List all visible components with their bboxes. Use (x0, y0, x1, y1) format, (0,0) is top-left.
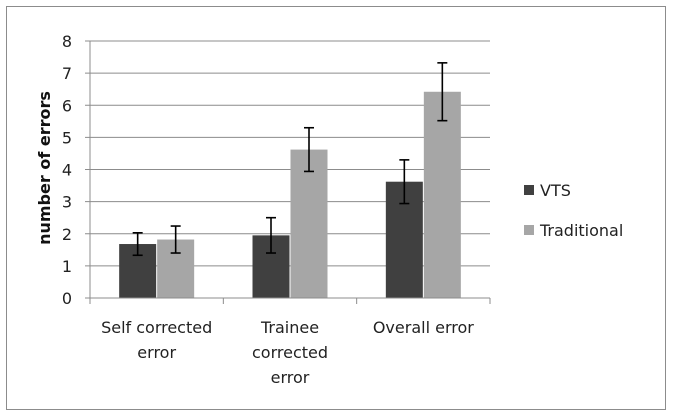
x-category-labels: Self corrected error Trainee corrected error… (101, 318, 474, 387)
legend-label-traditional: Traditional (539, 221, 623, 240)
legend-swatch-vts (524, 185, 534, 195)
error-bars (132, 62, 448, 257)
y-tick-label: 1 (62, 257, 72, 276)
bar-traditional-1 (290, 149, 328, 298)
x-category-label: corrected (252, 343, 328, 362)
y-tick-label: 7 (62, 64, 72, 83)
legend-swatch-traditional (524, 225, 534, 235)
y-tick-label: 6 (62, 96, 72, 115)
y-tick-label: 8 (62, 32, 72, 51)
legend: VTS Traditional (524, 181, 623, 240)
y-tick-label: 3 (62, 193, 72, 212)
y-tick-label: 5 (62, 128, 72, 147)
x-category-label: error (271, 368, 310, 387)
bars (119, 91, 461, 298)
gridlines (85, 40, 490, 299)
y-tick-label: 4 (62, 161, 72, 180)
y-tick-label: 0 (62, 289, 72, 308)
x-category-label: Trainee (260, 318, 319, 337)
x-category-label: error (137, 343, 176, 362)
x-category-label: Self corrected (101, 318, 212, 337)
y-tick-labels: 0 1 2 3 4 5 6 7 8 (62, 32, 72, 308)
y-axis-label: number of errors (35, 91, 54, 245)
bar-traditional-2 (423, 91, 461, 298)
legend-label-vts: VTS (540, 181, 571, 200)
x-category-label: Overall error (373, 318, 474, 337)
axes (89, 41, 491, 304)
y-tick-label: 2 (62, 225, 72, 244)
